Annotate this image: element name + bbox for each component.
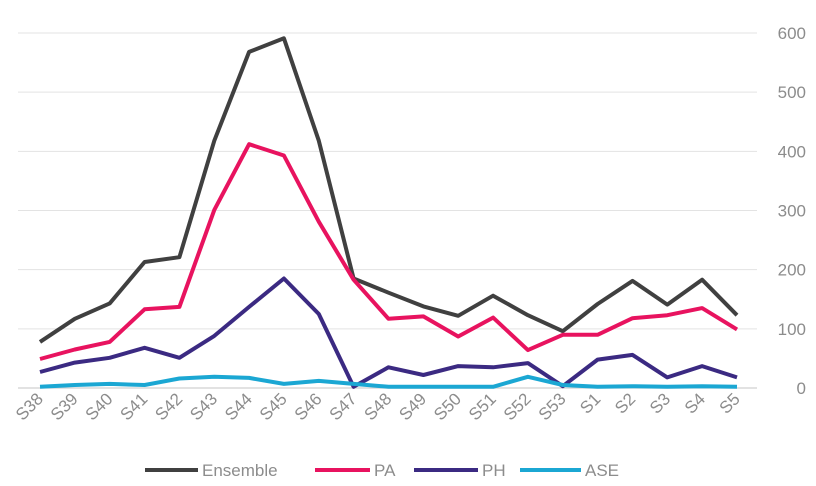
y-tick-label: 400 [778,142,806,161]
legend-label: Ensemble [202,461,278,480]
legend-label: ASE [585,461,619,480]
legend-item-ph: PH [414,461,506,480]
x-tick-label: S50 [430,389,465,424]
legend-label: PA [374,461,396,480]
y-tick-label: 100 [778,320,806,339]
series-line-ensemble [38,36,739,344]
legend-item-ase: ASE [520,461,619,480]
series-line-ase [39,374,738,389]
x-tick-label: S42 [151,389,186,424]
gridlines [18,32,757,389]
x-tick-label: S38 [12,389,47,424]
x-tick-label: S43 [186,389,221,424]
series-lines [38,36,739,389]
x-tick-label: S1 [576,389,604,417]
x-tick-label: S48 [361,389,396,424]
y-axis-ticks: 0 100 200 300 400 500 600 [778,24,806,398]
y-tick-label: 200 [778,261,806,280]
x-tick-label: S51 [465,389,500,424]
y-tick-label: 0 [797,379,806,398]
x-tick-label: S41 [117,389,152,424]
x-tick-label: S53 [535,389,570,424]
x-axis-ticks: S38 S39 S40 S41 S42 S43 S44 S45 S46 S47 S48 S49 S50 S… [12,389,744,424]
legend-item-ensemble: Ensemble [145,461,278,480]
x-tick-label: S4 [681,389,709,417]
series-line-pa [39,142,739,361]
x-tick-label: S2 [611,389,639,417]
x-tick-label: S39 [47,389,82,424]
series-line-ph [39,276,738,389]
x-tick-label: S45 [256,389,291,424]
x-tick-label: S40 [82,389,117,424]
y-tick-label: 300 [778,202,806,221]
x-tick-label: S5 [716,389,744,417]
x-tick-label: S47 [326,389,361,424]
x-tick-label: S3 [646,389,674,417]
y-tick-label: 600 [778,24,806,43]
x-tick-label: S49 [395,389,430,424]
legend: Ensemble PA PH ASE [145,461,619,480]
legend-item-pa: PA [315,461,396,480]
legend-label: PH [482,461,506,480]
x-tick-label: S44 [221,389,256,424]
y-tick-label: 500 [778,83,806,102]
x-tick-label: S52 [500,389,535,424]
x-tick-label: S46 [291,389,326,424]
